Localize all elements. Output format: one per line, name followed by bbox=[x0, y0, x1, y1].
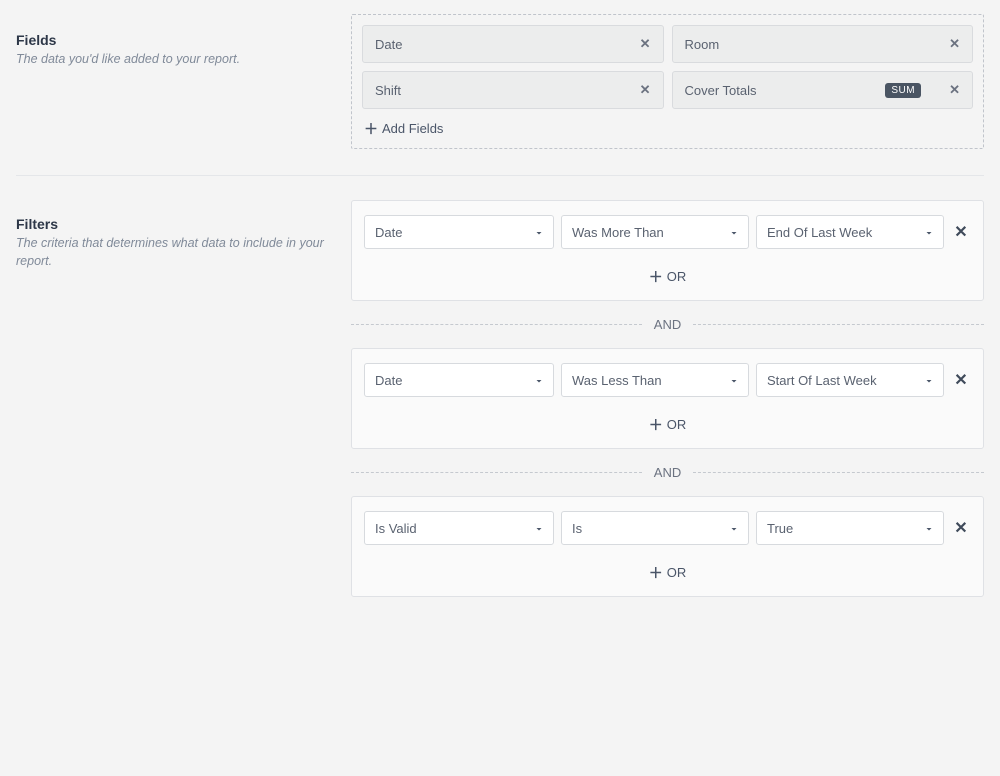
chevron-down-icon bbox=[923, 227, 933, 237]
close-icon[interactable]: ✕ bbox=[640, 82, 651, 98]
filter-field-select[interactable]: Is Valid bbox=[364, 511, 554, 545]
chevron-down-icon bbox=[533, 227, 543, 237]
filter-operator-select[interactable]: Was Less Than bbox=[561, 363, 749, 397]
close-icon[interactable]: ✕ bbox=[949, 82, 960, 98]
add-or-button[interactable]: ＋ OR bbox=[364, 269, 971, 284]
chevron-down-icon bbox=[923, 523, 933, 533]
chevron-down-icon bbox=[533, 375, 543, 385]
chevron-down-icon bbox=[728, 375, 738, 385]
and-label: AND bbox=[654, 465, 681, 480]
select-value: Is Valid bbox=[375, 521, 417, 536]
select-value: True bbox=[767, 521, 793, 536]
remove-filter-icon[interactable]: ✕ bbox=[951, 511, 971, 545]
plus-icon: ＋ bbox=[649, 566, 663, 580]
close-icon[interactable]: ✕ bbox=[640, 36, 651, 52]
add-fields-label: Add Fields bbox=[382, 121, 443, 136]
and-divider: AND bbox=[351, 465, 984, 480]
remove-filter-icon[interactable]: ✕ bbox=[951, 215, 971, 249]
filter-operator-select[interactable]: Is bbox=[561, 511, 749, 545]
add-fields-button[interactable]: ＋ Add Fields bbox=[362, 119, 445, 138]
filter-row: Date Was More Than End Of Last Week ✕ bbox=[364, 215, 971, 249]
or-label: OR bbox=[667, 269, 687, 284]
select-value: Date bbox=[375, 373, 402, 388]
close-icon[interactable]: ✕ bbox=[949, 36, 960, 52]
and-label: AND bbox=[654, 317, 681, 332]
field-chip-cover-totals[interactable]: Cover Totals SUM ✕ bbox=[672, 71, 974, 109]
select-value: Is bbox=[572, 521, 582, 536]
field-chip-shift[interactable]: Shift ✕ bbox=[362, 71, 664, 109]
filter-field-select[interactable]: Date bbox=[364, 363, 554, 397]
fields-dropzone[interactable]: Date ✕ Room ✕ Shift ✕ Cover Totals SUM ✕ bbox=[351, 14, 984, 149]
filters-desc: The criteria that determines what data t… bbox=[16, 234, 351, 270]
field-chip-room[interactable]: Room ✕ bbox=[672, 25, 974, 63]
plus-icon: ＋ bbox=[649, 418, 663, 432]
section-divider bbox=[16, 175, 984, 176]
filters-section: Filters The criteria that determines wha… bbox=[16, 200, 984, 597]
remove-filter-icon[interactable]: ✕ bbox=[951, 363, 971, 397]
select-value: End Of Last Week bbox=[767, 225, 872, 240]
field-label: Cover Totals bbox=[685, 83, 757, 98]
fields-desc: The data you'd like added to your report… bbox=[16, 50, 351, 68]
filter-value-select[interactable]: True bbox=[756, 511, 944, 545]
aggregate-badge[interactable]: SUM bbox=[885, 83, 921, 98]
filters-title: Filters bbox=[16, 216, 351, 232]
filter-group: Is Valid Is True ✕ ＋ OR bbox=[351, 496, 984, 597]
field-label: Shift bbox=[375, 83, 401, 98]
plus-icon: ＋ bbox=[364, 122, 378, 136]
chevron-down-icon bbox=[923, 375, 933, 385]
fields-header: Fields The data you'd like added to your… bbox=[16, 14, 351, 68]
select-value: Date bbox=[375, 225, 402, 240]
or-label: OR bbox=[667, 565, 687, 580]
chevron-down-icon bbox=[728, 523, 738, 533]
filter-value-select[interactable]: End Of Last Week bbox=[756, 215, 944, 249]
filters-header: Filters The criteria that determines wha… bbox=[16, 200, 351, 270]
field-label: Date bbox=[375, 37, 402, 52]
chevron-down-icon bbox=[533, 523, 543, 533]
filter-row: Is Valid Is True ✕ bbox=[364, 511, 971, 545]
select-value: Start Of Last Week bbox=[767, 373, 877, 388]
plus-icon: ＋ bbox=[649, 270, 663, 284]
and-divider: AND bbox=[351, 317, 984, 332]
field-label: Room bbox=[685, 37, 720, 52]
field-chip-date[interactable]: Date ✕ bbox=[362, 25, 664, 63]
filter-field-select[interactable]: Date bbox=[364, 215, 554, 249]
select-value: Was Less Than bbox=[572, 373, 662, 388]
filter-value-select[interactable]: Start Of Last Week bbox=[756, 363, 944, 397]
select-value: Was More Than bbox=[572, 225, 664, 240]
filter-group: Date Was Less Than Start Of Last Week ✕ … bbox=[351, 348, 984, 449]
fields-title: Fields bbox=[16, 32, 351, 48]
fields-grid: Date ✕ Room ✕ Shift ✕ Cover Totals SUM ✕ bbox=[362, 25, 973, 109]
add-or-button[interactable]: ＋ OR bbox=[364, 565, 971, 580]
filter-operator-select[interactable]: Was More Than bbox=[561, 215, 749, 249]
chevron-down-icon bbox=[728, 227, 738, 237]
filter-row: Date Was Less Than Start Of Last Week ✕ bbox=[364, 363, 971, 397]
filter-group: Date Was More Than End Of Last Week ✕ ＋ … bbox=[351, 200, 984, 301]
or-label: OR bbox=[667, 417, 687, 432]
fields-section: Fields The data you'd like added to your… bbox=[16, 14, 984, 149]
add-or-button[interactable]: ＋ OR bbox=[364, 417, 971, 432]
